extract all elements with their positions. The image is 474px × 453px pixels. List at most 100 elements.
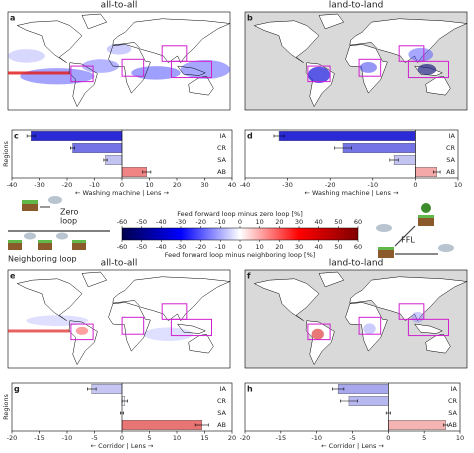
colorbar-tick-label: 50	[334, 243, 342, 251]
continent	[177, 65, 206, 76]
colorbar-tick-label: 30	[295, 218, 303, 226]
colorbar-tick-label: 20	[275, 243, 283, 251]
x-axis-label: ← Washing machine | Lens →	[75, 189, 169, 197]
colorbar-tick-label: 20	[275, 218, 283, 226]
error-bar	[70, 146, 75, 150]
category-label: AB	[446, 168, 455, 176]
continent	[349, 276, 468, 322]
map-field	[417, 64, 437, 75]
colorbar-tick-label: -30	[176, 218, 187, 226]
category-label: SA	[448, 409, 457, 417]
region-box	[161, 303, 188, 320]
plot-frame	[244, 129, 459, 179]
y-axis-label: Regions	[2, 394, 10, 420]
error-bar	[194, 423, 209, 427]
x-axis-label: ← Corridor | Lens →	[321, 442, 384, 450]
x-tick-label: 20	[228, 434, 236, 442]
map	[244, 269, 468, 369]
map-field	[307, 66, 331, 83]
x-tick-label: -10	[62, 434, 73, 442]
colorbar-tick-label: 60	[354, 218, 362, 226]
x-tick-label: -20	[7, 434, 18, 442]
error-bar	[332, 387, 345, 391]
region-box	[398, 45, 425, 62]
x-tick-label: 0	[120, 434, 124, 442]
x-tick-label: 30	[200, 181, 208, 189]
colorbar	[121, 227, 359, 241]
colorbar-tick-label: -60	[117, 243, 128, 251]
region-box	[307, 65, 331, 83]
category-label: IA	[220, 132, 227, 140]
category-label: IA	[451, 385, 458, 393]
x-tick-label: -5	[349, 434, 355, 442]
region-box	[121, 58, 145, 77]
colorbar-tick-label: 40	[315, 218, 323, 226]
x-tick-label: -20	[325, 181, 336, 189]
map-field	[180, 59, 230, 79]
colorbar-tick-label: -50	[136, 218, 147, 226]
map-field	[411, 311, 424, 323]
category-label: CR	[446, 144, 456, 152]
panel-letter: b	[247, 14, 253, 23]
continent	[108, 302, 151, 352]
continent	[112, 276, 231, 322]
continent	[68, 320, 98, 366]
x-tick-label: -10	[311, 434, 322, 442]
error-bar	[273, 134, 285, 138]
colorbar-tick-label: 0	[238, 243, 242, 251]
x-axis-label: ← Corridor | Lens →	[91, 442, 154, 450]
x-tick-label: 15	[200, 434, 208, 442]
continent	[16, 278, 83, 321]
colorbar-tick-label: 40	[315, 243, 323, 251]
y-axis-label: Regions	[2, 141, 10, 167]
region-box	[358, 58, 382, 77]
region-box	[407, 60, 449, 79]
colorbar-tick-label: -20	[195, 243, 206, 251]
panel-letter: d	[247, 132, 253, 141]
legend-zero-loop: loop	[60, 217, 77, 226]
error-bar	[340, 399, 358, 403]
bar	[105, 154, 123, 165]
colorbar-tick-label: 10	[256, 243, 264, 251]
x-tick-label: -15	[276, 434, 287, 442]
x-tick-label: -20	[240, 434, 251, 442]
map-field	[311, 328, 324, 340]
colorbar-tick-label: 60	[354, 243, 362, 251]
bar	[342, 142, 416, 153]
error-bar	[389, 158, 399, 162]
panel-letter: g	[14, 385, 20, 394]
colorbar-tick-label: -10	[215, 243, 226, 251]
x-tick-label: 10	[454, 181, 462, 189]
category-label: IA	[449, 132, 456, 140]
map-title: land-to-land	[329, 1, 384, 11]
colorbar-tick-label: -30	[176, 243, 187, 251]
category-label: SA	[446, 156, 455, 164]
colorbar-tick-label: -60	[117, 218, 128, 226]
error-bar	[334, 146, 352, 150]
map-field	[359, 62, 377, 73]
continent	[112, 18, 231, 64]
x-tick-label: 10	[145, 181, 153, 189]
map-field	[8, 329, 70, 333]
x-tick-label: 0	[386, 434, 390, 442]
x-tick-label: -30	[34, 181, 45, 189]
x-tick-label: -15	[34, 434, 45, 442]
continent	[345, 302, 388, 352]
x-tick-label: -40	[7, 181, 18, 189]
colorbar-tick-label: -50	[136, 243, 147, 251]
x-tick-label: -5	[91, 434, 97, 442]
error-bar	[142, 170, 152, 174]
panel-letter: a	[10, 14, 15, 23]
continent	[81, 271, 108, 288]
region-box	[170, 318, 213, 337]
region-box	[70, 323, 94, 341]
category-label: CR	[217, 397, 227, 405]
x-axis-label: ← Washing machine | Lens →	[305, 189, 399, 197]
bar	[72, 142, 123, 153]
map-field	[8, 71, 70, 75]
category-label: CR	[448, 397, 458, 405]
map-field	[408, 47, 434, 62]
panel-letter: h	[247, 385, 253, 394]
colorbar-label: Feed forward loop minus neighboring loop…	[165, 251, 316, 259]
bar	[31, 130, 123, 141]
